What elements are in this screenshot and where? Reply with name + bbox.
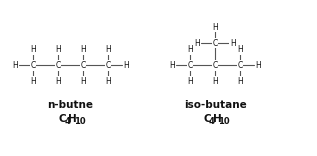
Text: n-butne: n-butne [48,100,94,110]
Text: H: H [105,45,111,54]
Text: C: C [237,61,243,70]
Text: H: H [230,39,236,48]
Text: H: H [80,45,86,54]
Text: H: H [105,77,111,86]
Text: 10: 10 [74,117,85,126]
Text: H: H [30,45,36,54]
Text: H: H [55,77,61,86]
Text: H: H [30,77,36,86]
Text: H: H [237,77,243,86]
Text: C: C [106,61,111,70]
Text: iso-butane: iso-butane [184,100,246,110]
Text: C: C [212,61,218,70]
Text: H: H [169,61,175,70]
Text: H: H [55,45,61,54]
Text: H: H [194,39,200,48]
Text: C: C [187,61,192,70]
Text: C: C [203,114,211,124]
Text: H: H [187,45,193,54]
Text: 4: 4 [64,117,70,126]
Text: H: H [237,45,243,54]
Text: 10: 10 [218,117,230,126]
Text: C: C [55,61,61,70]
Text: C: C [212,39,218,48]
Text: H: H [123,61,129,70]
Text: H: H [80,77,86,86]
Text: H: H [187,77,193,86]
Text: 4: 4 [209,117,215,126]
Text: C: C [30,61,36,70]
Text: H: H [212,77,218,86]
Text: H: H [255,61,261,70]
Text: H: H [212,114,221,124]
Text: C: C [59,114,66,124]
Text: H: H [68,114,77,124]
Text: H: H [212,23,218,32]
Text: C: C [81,61,86,70]
Text: H: H [12,61,18,70]
